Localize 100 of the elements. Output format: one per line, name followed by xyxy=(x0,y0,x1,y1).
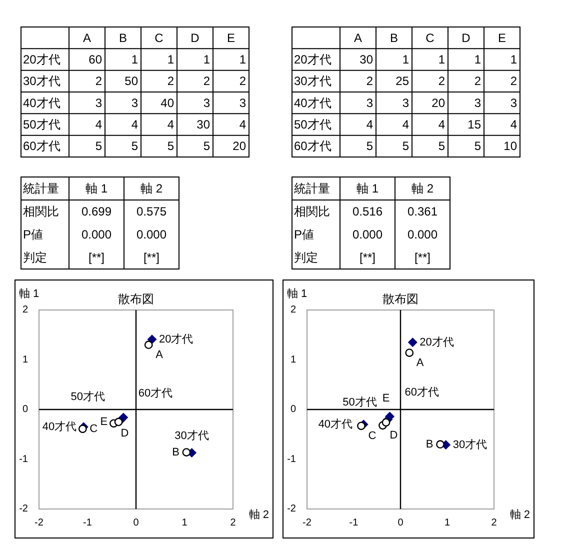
x-tick-label: D xyxy=(190,30,200,45)
data-label: 3 xyxy=(95,96,102,110)
y-tick-label: 20才代 xyxy=(294,52,332,66)
data-label: 0.516 xyxy=(352,204,383,218)
data-label: 2 xyxy=(438,74,446,88)
data-label: 3 xyxy=(203,96,210,110)
data-label: 5 xyxy=(95,139,102,154)
data-label: 1 xyxy=(239,52,246,66)
y-tick-label: 50才代 xyxy=(23,118,60,132)
data-label: 0.575 xyxy=(136,204,167,218)
annotation: C xyxy=(90,422,98,435)
data-label: 0.000 xyxy=(136,228,167,242)
data-label: 2 xyxy=(366,74,374,88)
data-label: 1 xyxy=(131,52,138,66)
data-label: 1 xyxy=(510,52,518,66)
x-tick-label: B xyxy=(118,30,128,45)
point xyxy=(436,440,444,449)
data-label: 5 xyxy=(167,139,174,154)
y-tick-label: 判定 xyxy=(294,250,318,264)
x-tick-label: A xyxy=(354,30,362,45)
x-tick-label: 軸 1 xyxy=(356,182,379,196)
annotation: 60才代 xyxy=(138,386,173,400)
data-label: 60 xyxy=(88,52,102,66)
annotation: 40才代 xyxy=(42,420,77,433)
annotation: B xyxy=(426,438,434,450)
data-label: 5 xyxy=(131,139,138,154)
data-label: 4 xyxy=(366,118,374,132)
data-label: 0.000 xyxy=(407,228,438,242)
x-tick-label: 軸 2 xyxy=(411,182,434,196)
data-label: 25 xyxy=(396,74,410,88)
data-label: 10 xyxy=(504,139,518,154)
y-tick-label: -1 xyxy=(19,454,28,465)
data-label: 20 xyxy=(232,139,246,154)
data-label: 15 xyxy=(468,118,482,132)
data-label: 0.699 xyxy=(81,204,112,218)
data-label: 4 xyxy=(239,118,246,132)
data-label: 0.000 xyxy=(81,228,112,242)
data-label: 2 xyxy=(474,74,482,88)
data-label: 4 xyxy=(510,118,518,132)
point xyxy=(408,338,418,348)
annotation: 40才代 xyxy=(318,417,353,430)
text: [**] xyxy=(88,250,105,264)
x-tick-label: 軸 1 xyxy=(85,182,108,196)
y-tick-label: 1 xyxy=(290,354,296,366)
x-tick-label: A xyxy=(82,30,92,45)
x-tick-label: -1 xyxy=(349,518,359,528)
y-tick-label: -1 xyxy=(287,454,296,465)
y-tick-label: 30才代 xyxy=(23,74,60,88)
data-label: 5 xyxy=(366,139,374,154)
y-tick-label: 30才代 xyxy=(294,74,332,88)
x-tick-label: 軸 2 xyxy=(140,182,163,196)
point xyxy=(182,448,191,456)
chart-title: 散布図 xyxy=(382,292,418,306)
data-label: 40 xyxy=(160,96,174,110)
point xyxy=(118,412,128,422)
y-tick-label: 0 xyxy=(22,404,28,415)
y-axis-title: 統計量 xyxy=(294,182,330,196)
data-label: 5 xyxy=(438,139,446,154)
data-label: 2 xyxy=(167,74,174,88)
x-tick-label: E xyxy=(498,30,506,45)
data-label: 0.000 xyxy=(352,228,383,242)
y-tick-label: 40才代 xyxy=(23,96,60,110)
data-label: 4 xyxy=(95,118,102,132)
data-label: 3 xyxy=(510,96,518,110)
y-tick-label: -2 xyxy=(19,504,28,514)
data-label: 1 xyxy=(203,52,210,66)
x-tick-label: 2 xyxy=(491,518,498,528)
y-tick-label: 40才代 xyxy=(294,96,332,110)
y-tick-label: 50才代 xyxy=(294,118,332,132)
data-label: 5 xyxy=(474,139,482,154)
data-label: 3 xyxy=(474,96,482,110)
data-label: 3 xyxy=(402,96,410,110)
x-tick-label: C xyxy=(154,30,164,45)
annotation: D xyxy=(390,429,398,442)
point xyxy=(357,422,366,430)
x-tick-label: E xyxy=(226,30,236,45)
x-tick-label: B xyxy=(390,30,398,45)
x-tick-label: D xyxy=(462,30,471,45)
y-tick-label: 相関比 xyxy=(294,204,330,218)
data-label: 2 xyxy=(203,74,210,88)
annotation: D xyxy=(120,427,129,440)
data-label: 30 xyxy=(360,52,374,66)
annotation: E xyxy=(100,416,108,428)
data-label: 50 xyxy=(124,74,138,88)
y-tick-label: 判定 xyxy=(23,250,47,264)
y-tick-label: -2 xyxy=(287,504,296,514)
x-tick-label: 1 xyxy=(444,518,450,528)
point xyxy=(405,348,414,357)
annotation: C xyxy=(368,430,376,442)
annotation: 50才代 xyxy=(342,395,377,408)
text: [**] xyxy=(414,250,431,264)
y-tick-label: 相関比 xyxy=(23,204,59,218)
y-tick-label: 60才代 xyxy=(294,139,332,154)
data-label: 5 xyxy=(203,139,210,154)
data-label: 2 xyxy=(239,74,246,88)
y-tick-label: 20才代 xyxy=(23,52,60,66)
data-label: 30 xyxy=(196,118,210,132)
data-label: 4 xyxy=(438,118,446,132)
data-label: 2 xyxy=(510,74,518,88)
annotation: A xyxy=(156,348,164,361)
